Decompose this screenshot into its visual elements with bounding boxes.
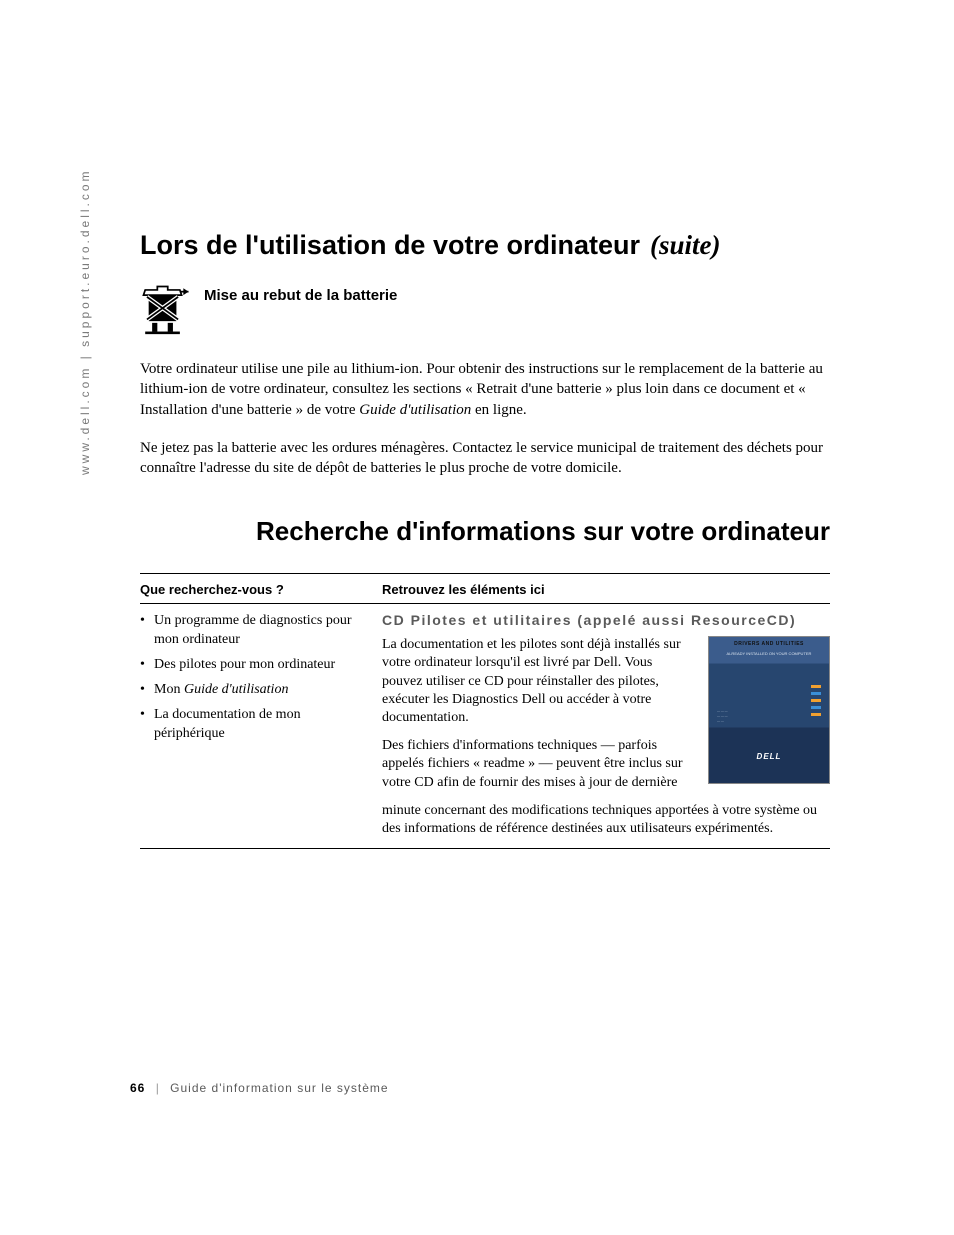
footer-separator: |: [156, 1081, 160, 1095]
right-body: La documentation et les pilotes sont déj…: [382, 636, 830, 802]
thumb-lines: — — —— — —— —: [717, 709, 728, 723]
right-p2b: minute concernant des modifications tech…: [382, 802, 830, 838]
right-p1: La documentation et les pilotes sont déj…: [382, 636, 694, 727]
paragraph-2: Ne jetez pas la batterie avec les ordure…: [140, 438, 830, 479]
battery-disposal-icon: [140, 283, 192, 335]
table-row: Un programme de diagnostics pour mon ord…: [140, 604, 830, 849]
para1-text-b: en ligne.: [471, 402, 526, 418]
thumb-subtitle: ALREADY INSTALLED ON YOUR COMPUTER: [709, 651, 829, 656]
list-item: Un programme de diagnostics pour mon ord…: [140, 612, 372, 650]
page-footer: 66 | Guide d'information sur le système: [130, 1081, 389, 1095]
thumb-title: DRIVERS AND UTILITIES: [709, 641, 829, 647]
li3-i: Guide d'utilisation: [184, 682, 289, 697]
list-item: La documentation de mon périphérique: [140, 706, 372, 744]
thumb-dell-logo: DELL: [709, 752, 829, 761]
li3-a: Mon: [154, 682, 184, 697]
right-text-block: La documentation et les pilotes sont déj…: [382, 636, 694, 802]
thumb-bars: [811, 685, 821, 720]
cd-cover-thumbnail: DRIVERS AND UTILITIES ALREADY INSTALLED …: [708, 636, 830, 784]
info-table: Que recherchez-vous ? Retrouvez les élém…: [140, 573, 830, 849]
document-page: www.dell.com | support.euro.dell.com Lor…: [0, 0, 954, 1235]
battery-heading: Mise au rebut de la batterie: [204, 287, 397, 304]
heading-1-row: Lors de l'utilisation de votre ordinateu…: [140, 230, 830, 261]
footer-title: Guide d'information sur le système: [170, 1081, 388, 1095]
list-item: Des pilotes pour mon ordinateur: [140, 656, 372, 675]
th-right: Retrouvez les éléments ici: [382, 582, 830, 597]
heading-1-suite: (suite): [650, 230, 721, 261]
para1-italic: Guide d'utilisation: [359, 402, 471, 418]
battery-section: Mise au rebut de la batterie: [140, 283, 830, 335]
th-left: Que recherchez-vous ?: [140, 582, 382, 597]
table-header-row: Que recherchez-vous ? Retrouvez les élém…: [140, 574, 830, 604]
paragraph-1: Votre ordinateur utilise une pile au lit…: [140, 359, 830, 420]
list-item: Mon Guide d'utilisation: [140, 681, 372, 700]
heading-2: Recherche d'informations sur votre ordin…: [140, 516, 830, 547]
cd-title: CD Pilotes et utilitaires (appelé aussi …: [382, 612, 830, 628]
side-url: www.dell.com | support.euro.dell.com: [78, 168, 92, 475]
page-number: 66: [130, 1081, 145, 1095]
main-content: Lors de l'utilisation de votre ordinateu…: [140, 230, 830, 849]
bullet-list: Un programme de diagnostics pour mon ord…: [140, 612, 372, 743]
heading-1: Lors de l'utilisation de votre ordinateu…: [140, 230, 640, 261]
right-p2a: Des fichiers d'informations techniques —…: [382, 737, 694, 792]
cell-left: Un programme de diagnostics pour mon ord…: [140, 612, 382, 838]
cell-right: CD Pilotes et utilitaires (appelé aussi …: [382, 612, 830, 838]
